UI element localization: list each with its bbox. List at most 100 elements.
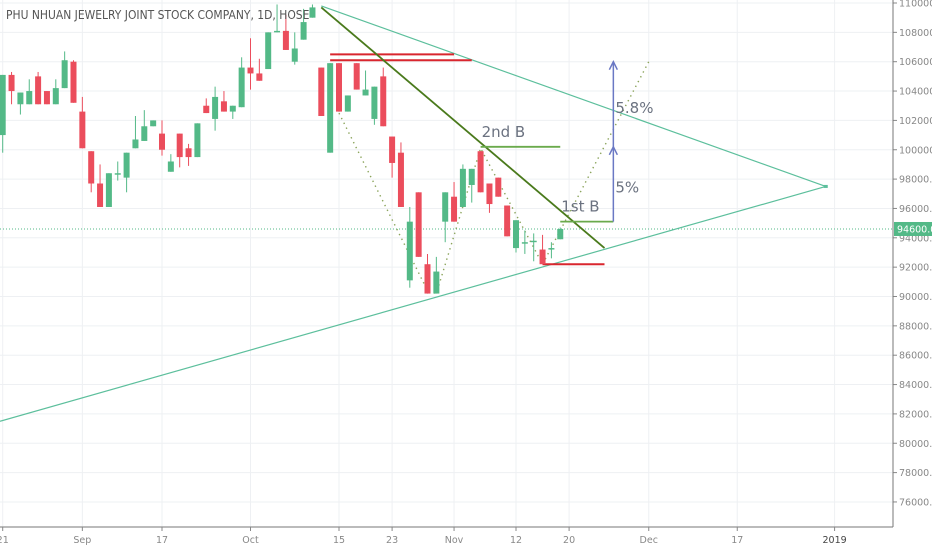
candle bbox=[256, 58, 263, 81]
y-tick-label: 88000.0 bbox=[899, 321, 932, 332]
candle bbox=[495, 177, 502, 197]
candle bbox=[176, 133, 183, 168]
x-tick-label: Nov bbox=[445, 535, 464, 546]
candle-body bbox=[557, 228, 564, 240]
candle bbox=[433, 256, 440, 294]
candle-body bbox=[327, 63, 334, 153]
candle bbox=[70, 60, 77, 103]
candle bbox=[282, 14, 289, 50]
candle-body bbox=[229, 105, 236, 112]
y-tick-label: 92000.0 bbox=[899, 263, 932, 274]
candle bbox=[194, 123, 201, 158]
candle-body bbox=[486, 183, 493, 205]
candle bbox=[521, 230, 528, 254]
candle-body bbox=[389, 136, 396, 163]
candle bbox=[362, 70, 369, 96]
candle-body bbox=[495, 177, 502, 197]
candle-body bbox=[176, 133, 183, 158]
candle bbox=[8, 71, 15, 105]
candle-body bbox=[114, 173, 121, 175]
candle-body bbox=[371, 86, 378, 119]
candle-body bbox=[97, 183, 104, 207]
x-tick-label: 2019 bbox=[823, 535, 847, 546]
candle-body bbox=[274, 30, 281, 33]
candle-body bbox=[300, 22, 307, 40]
candle-body bbox=[442, 192, 449, 222]
candle-body bbox=[79, 111, 86, 149]
candle-body bbox=[247, 67, 254, 74]
candle bbox=[212, 86, 219, 131]
candle-body bbox=[318, 67, 325, 116]
x-tick-label: 20 bbox=[563, 535, 575, 546]
candle-body bbox=[265, 32, 272, 70]
candle bbox=[380, 67, 387, 127]
candle bbox=[123, 152, 130, 193]
candle bbox=[459, 164, 466, 207]
y-tick-label: 104000.0 bbox=[899, 87, 932, 98]
candle bbox=[309, 4, 316, 18]
candle-body bbox=[433, 271, 440, 294]
x-tick-label: 17 bbox=[731, 535, 743, 546]
y-tick-label: 76000.0 bbox=[899, 497, 932, 508]
candle-body bbox=[397, 152, 404, 207]
candle bbox=[43, 91, 50, 105]
candle-body bbox=[548, 248, 555, 250]
candle-body bbox=[362, 89, 369, 96]
candle-body bbox=[61, 60, 68, 89]
triangle-lower-line bbox=[0, 185, 826, 422]
percent-label: 5% bbox=[615, 178, 639, 196]
candle bbox=[265, 32, 272, 70]
candle bbox=[167, 154, 174, 172]
annotations: 2nd B 1st B 5% 5.8% bbox=[320, 6, 828, 249]
candle bbox=[220, 91, 227, 112]
candles bbox=[0, 4, 564, 294]
y-tick-label: 80000.0 bbox=[899, 439, 932, 450]
percent-label: 5.8% bbox=[615, 99, 653, 117]
candle-body bbox=[424, 264, 431, 294]
candle bbox=[150, 120, 157, 127]
y-tick-label: 102000.0 bbox=[899, 116, 932, 127]
drawings bbox=[0, 5, 826, 422]
candle-body bbox=[159, 133, 165, 150]
candle-body bbox=[123, 152, 130, 178]
candle bbox=[353, 63, 360, 90]
candle bbox=[344, 95, 351, 112]
candle bbox=[141, 110, 148, 141]
candle bbox=[132, 115, 139, 149]
y-tick-label: 78000.0 bbox=[899, 468, 932, 479]
candle bbox=[548, 242, 555, 259]
candle-body bbox=[70, 61, 77, 103]
candle-body bbox=[17, 92, 24, 105]
candle bbox=[26, 79, 33, 105]
candle bbox=[274, 4, 281, 33]
y-tick-label: 86000.0 bbox=[899, 351, 932, 362]
candle bbox=[539, 234, 546, 265]
candle bbox=[61, 51, 68, 89]
candle-body bbox=[212, 96, 219, 119]
candle-body bbox=[0, 74, 6, 136]
candle-body bbox=[530, 240, 537, 243]
x-tick-label: 12 bbox=[510, 535, 522, 546]
candle bbox=[17, 92, 24, 115]
candle-body bbox=[194, 123, 201, 158]
x-tick-label: 15 bbox=[333, 535, 345, 546]
candle bbox=[336, 63, 342, 112]
candle-body bbox=[132, 139, 139, 149]
candle-body bbox=[459, 168, 466, 207]
candle-body bbox=[256, 73, 263, 81]
candle-body bbox=[451, 196, 458, 222]
grid bbox=[0, 0, 893, 527]
last-price-badge bbox=[894, 221, 932, 236]
candle-body bbox=[88, 151, 95, 184]
candle-body bbox=[353, 63, 360, 90]
candle bbox=[486, 183, 493, 213]
candle bbox=[451, 182, 458, 222]
candle bbox=[105, 173, 112, 207]
y-tick-label: 98000.0 bbox=[899, 175, 932, 186]
candle bbox=[35, 71, 42, 105]
arrow-head-icon bbox=[608, 60, 619, 71]
candle bbox=[424, 253, 431, 294]
candle-body bbox=[415, 192, 422, 257]
candle-body bbox=[105, 173, 112, 207]
